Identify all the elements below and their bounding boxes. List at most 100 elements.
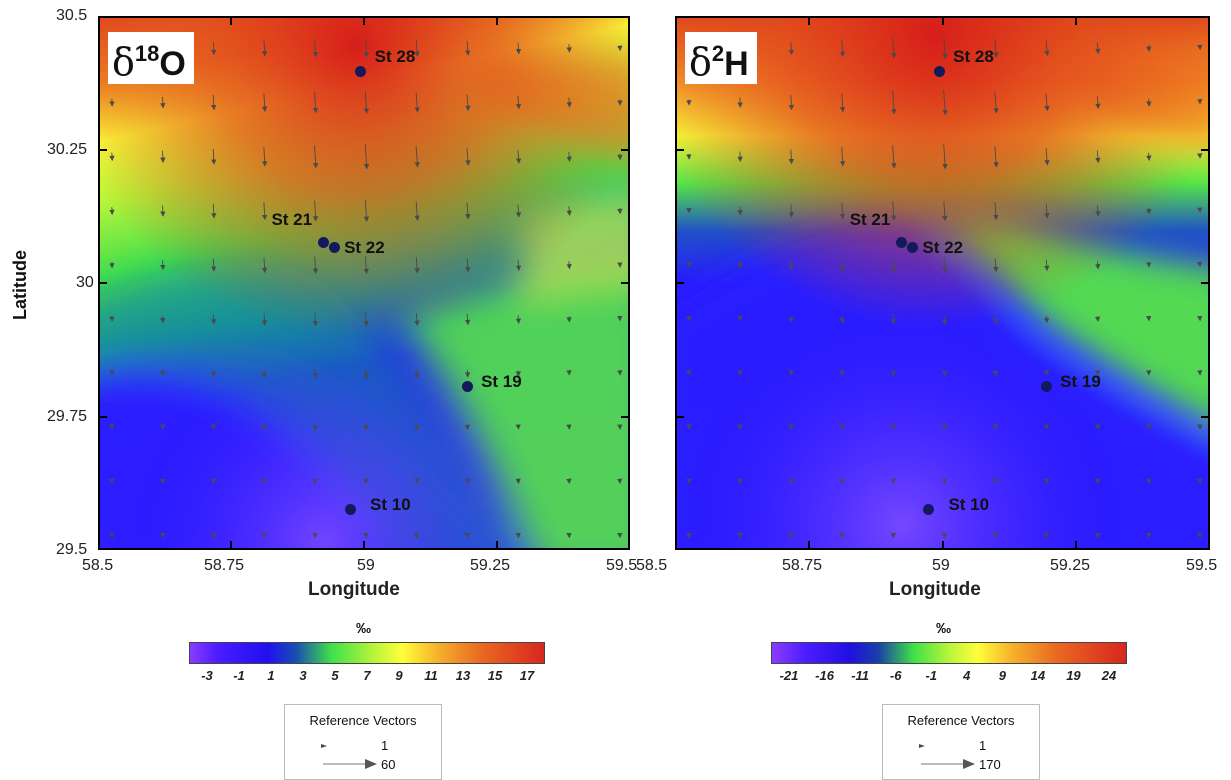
station-label: St 21 bbox=[849, 210, 891, 230]
vector-arrow bbox=[160, 96, 166, 109]
panel-title-d18o: δ18O bbox=[108, 32, 194, 84]
colorbar-d18o bbox=[189, 642, 545, 664]
vector-arrow bbox=[363, 312, 369, 327]
vector-arrow bbox=[1146, 152, 1152, 161]
vector-arrow bbox=[993, 38, 999, 58]
y-tick-label: 30 bbox=[76, 274, 94, 291]
reference-large-value: 170 bbox=[979, 757, 1001, 772]
small-arrow-icon bbox=[919, 744, 925, 748]
axis-tick bbox=[675, 148, 684, 151]
vector-arrow bbox=[414, 39, 420, 58]
vector-arrow bbox=[312, 256, 319, 275]
colorbar-tick-label: 11 bbox=[424, 668, 438, 683]
vector-arrow bbox=[414, 146, 420, 168]
vector-arrow bbox=[160, 150, 166, 163]
station-marker bbox=[906, 242, 918, 254]
vector-arrow bbox=[1095, 150, 1101, 164]
axis-tick bbox=[1075, 16, 1078, 25]
colorbar-tick-label: 3 bbox=[299, 668, 307, 683]
y-tick-label: 30.25 bbox=[47, 141, 88, 158]
axis-tick bbox=[1201, 148, 1210, 151]
colorbar-unit: ‰ bbox=[356, 620, 371, 637]
station-marker bbox=[896, 236, 908, 248]
colorbar-tick-label: 9 bbox=[395, 668, 403, 683]
vector-arrow bbox=[993, 201, 999, 221]
reference-vectors-box: Reference Vectors 1 170 bbox=[882, 704, 1040, 780]
station-label: St 21 bbox=[271, 210, 313, 230]
vector-arrow bbox=[1146, 44, 1152, 53]
colorbar-tick-label: -21 bbox=[779, 668, 799, 683]
vector-arrow bbox=[566, 151, 572, 163]
contour-svg-d18o bbox=[100, 18, 628, 548]
station-marker bbox=[344, 503, 356, 515]
colorbar-tick-label: 17 bbox=[519, 668, 535, 683]
contour-field-d18o: δ18O St 28 St 21 St 22 St 19 St 10 bbox=[98, 16, 630, 550]
axis-tick bbox=[941, 16, 944, 25]
colorbar-tick-label: -6 bbox=[889, 668, 902, 683]
vector-arrows-d2h bbox=[686, 37, 1203, 539]
vector-arrow bbox=[566, 97, 572, 108]
vector-arrow bbox=[312, 200, 319, 222]
x-tick-label: 58.75 bbox=[204, 557, 245, 574]
x-tick-label: 59.5 bbox=[606, 557, 638, 574]
station-marker bbox=[317, 236, 329, 248]
reference-vectors-box: Reference Vectors 1 60 bbox=[284, 704, 442, 780]
reference-small-value: 1 bbox=[979, 738, 987, 753]
axis-tick bbox=[807, 16, 810, 25]
colorbar-d2h bbox=[771, 642, 1127, 664]
station-label: St 19 bbox=[481, 372, 522, 392]
vector-arrow bbox=[839, 258, 846, 272]
colorbar-tick-label: -16 bbox=[815, 668, 834, 683]
vector-arrow bbox=[312, 145, 319, 169]
contour-field-d2h: δ2H St 28 St 21 St 22 St 19 St 10 bbox=[675, 16, 1210, 550]
axis-tick bbox=[496, 16, 498, 25]
colorbar-tick-label: 1 bbox=[267, 668, 275, 683]
vector-arrow bbox=[261, 147, 268, 167]
x-tick-label: 59.5 bbox=[1186, 557, 1218, 574]
vector-arrow bbox=[890, 257, 897, 273]
colorbar-unit: ‰ bbox=[936, 620, 951, 637]
station-marker bbox=[328, 242, 340, 254]
vector-arrow bbox=[261, 201, 268, 221]
vector-arrow bbox=[1095, 205, 1101, 217]
station-label: St 28 bbox=[374, 47, 416, 67]
axis-tick bbox=[1201, 282, 1210, 284]
vector-arrow bbox=[891, 90, 897, 115]
vector-arrow bbox=[211, 95, 217, 111]
colorbar-tick-label: 7 bbox=[363, 668, 371, 683]
reference-vectors-title: Reference Vectors bbox=[907, 713, 1015, 728]
vector-arrow bbox=[312, 312, 319, 327]
vector-arrow bbox=[210, 258, 217, 272]
panel-d18o: δ18O St 28 St 21 St 22 St 19 St 10 30.5 30.2… bbox=[10, 7, 638, 780]
vector-arrow bbox=[515, 315, 522, 325]
axis-tick bbox=[98, 415, 107, 418]
x-tick-label: 58.5 bbox=[82, 557, 114, 574]
vector-arrow bbox=[566, 44, 572, 53]
reference-arrows bbox=[321, 744, 377, 769]
vector-arrow bbox=[992, 314, 999, 325]
vector-arrow bbox=[993, 146, 999, 168]
y-tick-label: 29.5 bbox=[56, 541, 88, 558]
vector-arrow bbox=[160, 205, 166, 217]
vector-arrow bbox=[566, 206, 572, 216]
vector-arrow bbox=[788, 149, 795, 165]
y-tick-label: 29.75 bbox=[47, 408, 88, 425]
vector-arrow bbox=[993, 258, 999, 273]
colorbar-tick-label: 13 bbox=[455, 668, 471, 683]
vector-arrow bbox=[942, 37, 948, 59]
vector-arrow bbox=[1146, 98, 1152, 107]
vector-arrow bbox=[1043, 315, 1050, 324]
vector-arrow bbox=[414, 257, 420, 274]
vector-arrow bbox=[465, 41, 471, 56]
vector-arrow bbox=[993, 91, 999, 114]
station-label: St 10 bbox=[948, 495, 990, 515]
vector-arrow bbox=[891, 145, 897, 169]
station-label: St 10 bbox=[370, 495, 411, 515]
vector-arrow bbox=[788, 204, 794, 218]
x-axis-title: Longitude bbox=[889, 579, 981, 600]
station-label: St 22 bbox=[922, 237, 964, 257]
x-tick-label: 59.25 bbox=[470, 557, 511, 574]
axis-tick bbox=[363, 541, 365, 550]
station-marker bbox=[922, 503, 934, 515]
vector-arrow bbox=[1044, 148, 1050, 166]
